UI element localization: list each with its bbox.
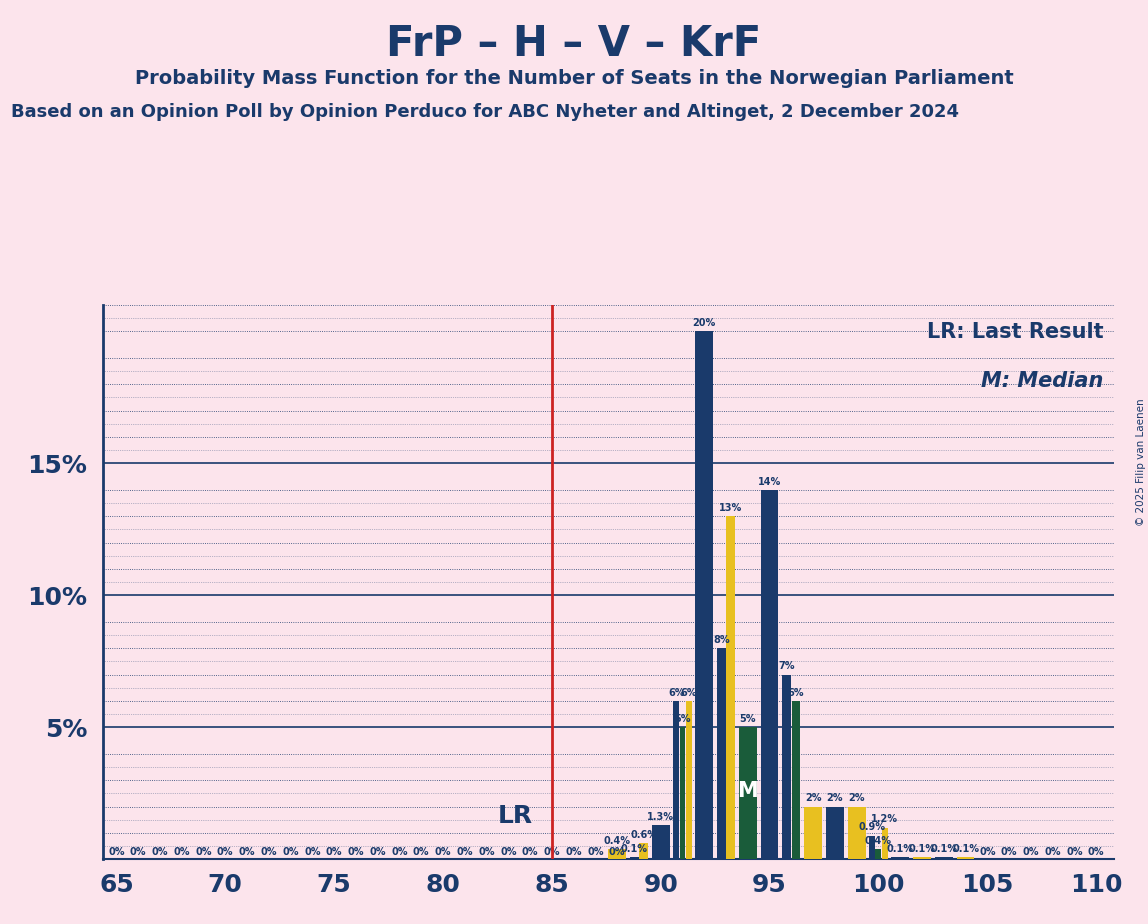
Bar bbox=[608, 849, 626, 859]
Text: 0%: 0% bbox=[108, 847, 125, 857]
Text: 0%: 0% bbox=[1023, 847, 1039, 857]
Text: 7%: 7% bbox=[778, 662, 794, 672]
Text: 1.2%: 1.2% bbox=[871, 814, 898, 824]
Text: LR: Last Result: LR: Last Result bbox=[926, 322, 1103, 342]
Text: 0%: 0% bbox=[413, 847, 429, 857]
Bar bbox=[847, 807, 866, 859]
Bar bbox=[739, 727, 757, 859]
Text: 13%: 13% bbox=[719, 503, 743, 513]
Text: 0%: 0% bbox=[501, 847, 517, 857]
Bar bbox=[869, 835, 875, 859]
Bar bbox=[913, 857, 931, 859]
Bar bbox=[782, 675, 791, 859]
Bar bbox=[630, 857, 638, 859]
Text: 0%: 0% bbox=[1066, 847, 1083, 857]
Text: 0.1%: 0.1% bbox=[952, 844, 979, 854]
Text: 8%: 8% bbox=[713, 635, 730, 645]
Bar bbox=[934, 857, 953, 859]
Text: 0.4%: 0.4% bbox=[864, 835, 892, 845]
Text: 0%: 0% bbox=[1001, 847, 1017, 857]
Text: 2%: 2% bbox=[848, 794, 864, 803]
Text: 0%: 0% bbox=[282, 847, 298, 857]
Bar bbox=[791, 701, 800, 859]
Text: 0%: 0% bbox=[261, 847, 277, 857]
Text: 0%: 0% bbox=[1045, 847, 1061, 857]
Bar bbox=[652, 825, 669, 859]
Text: 0%: 0% bbox=[304, 847, 320, 857]
Text: 0%: 0% bbox=[130, 847, 147, 857]
Text: 0%: 0% bbox=[587, 847, 604, 857]
Bar bbox=[827, 807, 844, 859]
Text: 0.4%: 0.4% bbox=[604, 835, 630, 845]
Text: 6%: 6% bbox=[668, 687, 684, 698]
Bar bbox=[891, 857, 909, 859]
Bar bbox=[696, 332, 713, 859]
Text: M: Median: M: Median bbox=[982, 371, 1103, 392]
Text: 0%: 0% bbox=[457, 847, 473, 857]
Bar bbox=[956, 857, 975, 859]
Text: Probability Mass Function for the Number of Seats in the Norwegian Parliament: Probability Mass Function for the Number… bbox=[134, 69, 1014, 89]
Text: M: M bbox=[737, 781, 758, 801]
Text: LR: LR bbox=[497, 804, 533, 828]
Bar bbox=[727, 517, 735, 859]
Text: 6%: 6% bbox=[788, 687, 805, 698]
Text: FrP – H – V – KrF: FrP – H – V – KrF bbox=[387, 23, 761, 65]
Text: 5%: 5% bbox=[674, 714, 691, 724]
Text: 0%: 0% bbox=[326, 847, 342, 857]
Text: 0.9%: 0.9% bbox=[859, 822, 886, 833]
Text: 0%: 0% bbox=[608, 847, 626, 857]
Text: 0%: 0% bbox=[544, 847, 560, 857]
Text: 0%: 0% bbox=[479, 847, 495, 857]
Text: 0.1%: 0.1% bbox=[621, 844, 647, 854]
Text: 0.6%: 0.6% bbox=[630, 831, 657, 840]
Text: 0%: 0% bbox=[565, 847, 582, 857]
Text: 0%: 0% bbox=[152, 847, 168, 857]
Text: 1.3%: 1.3% bbox=[647, 812, 674, 821]
Text: 20%: 20% bbox=[692, 318, 716, 328]
Text: 2%: 2% bbox=[827, 794, 843, 803]
Text: 0%: 0% bbox=[1088, 847, 1104, 857]
Text: 0.1%: 0.1% bbox=[886, 844, 914, 854]
Text: 6%: 6% bbox=[681, 687, 697, 698]
Text: 2%: 2% bbox=[805, 794, 821, 803]
Text: 0%: 0% bbox=[391, 847, 408, 857]
Bar bbox=[685, 701, 691, 859]
Text: 0%: 0% bbox=[173, 847, 189, 857]
Bar bbox=[805, 807, 822, 859]
Text: 0%: 0% bbox=[239, 847, 255, 857]
Text: 0%: 0% bbox=[348, 847, 364, 857]
Text: 14%: 14% bbox=[758, 477, 781, 487]
Bar bbox=[761, 490, 778, 859]
Bar bbox=[718, 648, 726, 859]
Bar bbox=[882, 828, 887, 859]
Text: 0%: 0% bbox=[522, 847, 538, 857]
Bar bbox=[680, 727, 685, 859]
Bar bbox=[639, 844, 647, 859]
Text: 0%: 0% bbox=[217, 847, 233, 857]
Text: 0%: 0% bbox=[195, 847, 211, 857]
Bar bbox=[674, 701, 680, 859]
Text: 0.1%: 0.1% bbox=[930, 844, 957, 854]
Text: 0%: 0% bbox=[370, 847, 386, 857]
Text: 0%: 0% bbox=[435, 847, 451, 857]
Text: 5%: 5% bbox=[739, 714, 757, 724]
Text: © 2025 Filip van Laenen: © 2025 Filip van Laenen bbox=[1135, 398, 1146, 526]
Bar bbox=[876, 849, 882, 859]
Text: 0%: 0% bbox=[979, 847, 995, 857]
Text: Based on an Opinion Poll by Opinion Perduco for ABC Nyheter and Altinget, 2 Dece: Based on an Opinion Poll by Opinion Perd… bbox=[11, 103, 960, 121]
Text: 0.1%: 0.1% bbox=[908, 844, 936, 854]
